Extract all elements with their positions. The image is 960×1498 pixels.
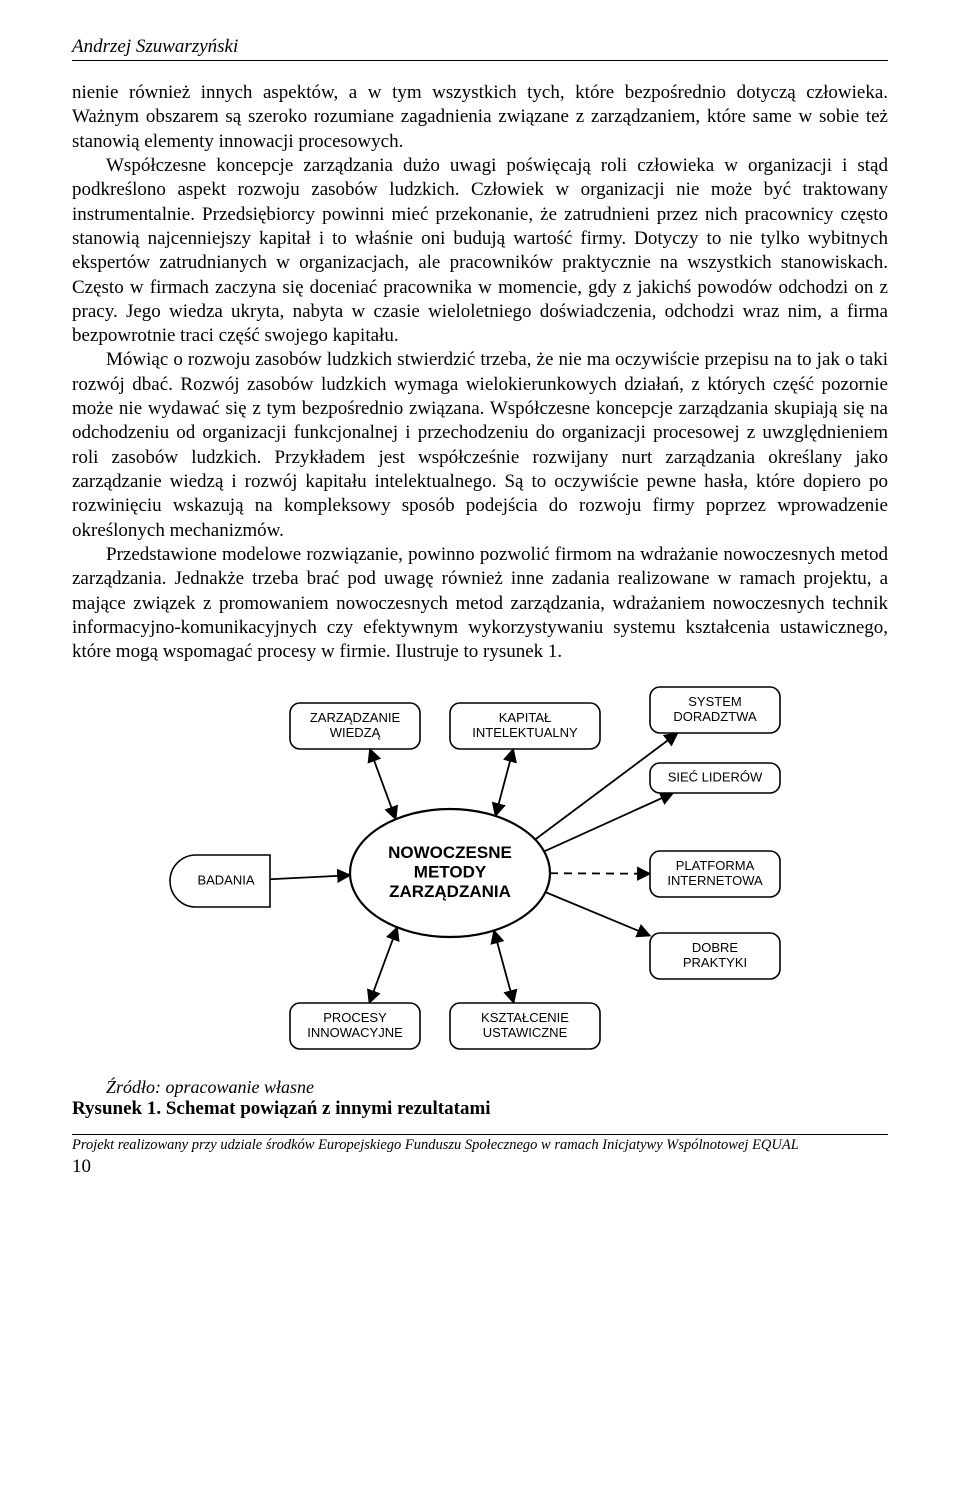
page: Andrzej Szuwarzyński nienie również inny…	[0, 0, 960, 1218]
svg-text:INNOWACYJNE: INNOWACYJNE	[307, 1024, 403, 1039]
svg-text:SYSTEM: SYSTEM	[688, 693, 741, 708]
svg-text:KAPITAŁ: KAPITAŁ	[499, 709, 552, 724]
svg-text:ZARZĄDZANIE: ZARZĄDZANIE	[310, 709, 401, 724]
diagram-container: ZARZĄDZANIEWIEDZĄ KAPITAŁINTELEKTUALNY SYS…	[72, 673, 888, 1073]
diagram-source: Źródło: opracowanie własne	[106, 1077, 888, 1098]
author-name: Andrzej Szuwarzyński	[72, 36, 238, 57]
svg-text:DORADZTWA: DORADZTWA	[673, 708, 757, 723]
svg-text:PROCESY: PROCESY	[323, 1009, 387, 1024]
svg-text:USTAWICZNE: USTAWICZNE	[483, 1024, 568, 1039]
paragraph-2: Współczesne koncepcje zarządzania dużo u…	[72, 154, 888, 349]
svg-text:SIEĆ LIDERÓW: SIEĆ LIDERÓW	[668, 769, 763, 784]
svg-text:DOBRE: DOBRE	[692, 939, 739, 954]
svg-text:NOWOCZESNE: NOWOCZESNE	[388, 842, 512, 861]
svg-text:BADANIA: BADANIA	[197, 872, 254, 887]
flowchart-diagram: ZARZĄDZANIEWIEDZĄ KAPITAŁINTELEKTUALNY SYS…	[160, 673, 800, 1073]
svg-text:METODY: METODY	[414, 862, 487, 881]
figure-caption: Rysunek 1. Schemat powiązań z innymi rez…	[72, 1098, 888, 1120]
header-line: Andrzej Szuwarzyński	[72, 36, 888, 61]
svg-text:PLATFORMA: PLATFORMA	[676, 857, 755, 872]
footer-text: Projekt realizowany przy udziale środków…	[72, 1137, 888, 1154]
svg-text:KSZTAŁCENIE: KSZTAŁCENIE	[481, 1009, 569, 1024]
paragraph-1: nienie również innych aspektów, a w tym …	[72, 81, 888, 154]
svg-text:INTELEKTUALNY: INTELEKTUALNY	[472, 724, 578, 739]
paragraph-4: Przedstawione modelowe rozwiązanie, powi…	[72, 543, 888, 665]
page-number: 10	[72, 1156, 888, 1178]
footer-line: Projekt realizowany przy udziale środków…	[72, 1134, 888, 1154]
svg-text:WIEDZĄ: WIEDZĄ	[330, 724, 381, 739]
svg-text:PRAKTYKI: PRAKTYKI	[683, 954, 747, 969]
paragraph-3: Mówiąc o rozwoju zasobów ludzkich stwier…	[72, 348, 888, 543]
svg-text:ZARZĄDZANIA: ZARZĄDZANIA	[389, 882, 511, 901]
svg-text:INTERNETOWA: INTERNETOWA	[667, 872, 763, 887]
